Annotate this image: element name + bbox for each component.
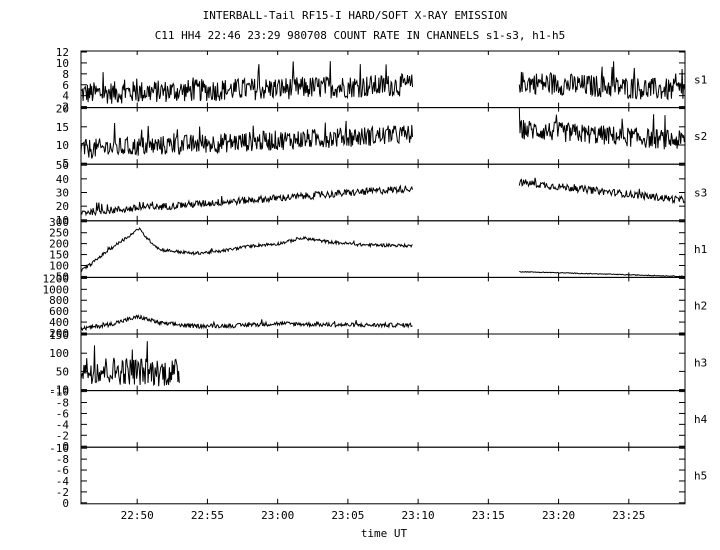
y-tick-label-h3: -10	[49, 384, 69, 397]
y-tick-label-h5: -6	[56, 464, 69, 477]
y-tick-label-h1: 150	[49, 249, 69, 262]
y-tick-label-h4: -10	[49, 386, 69, 399]
series-trace-s1-2	[518, 61, 686, 101]
series-trace-h3-1	[80, 341, 180, 387]
y-tick-label-h2: 400	[49, 316, 69, 329]
y-tick-label-h1: 300	[49, 216, 69, 229]
panel-h3: -10 50 100 150 h3	[49, 329, 707, 397]
y-tick-label-s3: 30	[56, 187, 69, 200]
x-tick-label: 23:20	[542, 509, 575, 522]
series-trace-s2-1	[80, 120, 413, 159]
y-tick-label-h2: 800	[49, 294, 69, 307]
y-tick-label-h2: 1000	[43, 283, 70, 296]
x-tick-label: 23:00	[261, 509, 294, 522]
y-tick-label-h5: -8	[56, 453, 69, 466]
y-tick-label-s2: 5	[62, 157, 69, 170]
y-tick-label-h2: 1200	[43, 272, 70, 285]
y-tick-label-h5: 0	[62, 497, 69, 510]
y-tick-label-h3: 100	[49, 347, 69, 360]
x-tick-label: 23:15	[472, 509, 505, 522]
y-tick-label-s2: 15	[56, 121, 69, 134]
y-tick-label-h3: 150	[49, 329, 69, 342]
y-tick-label-h4: -8	[56, 397, 69, 410]
x-tick-label: 23:25	[612, 509, 645, 522]
y-tick-label-s1: 10	[56, 57, 69, 70]
x-tick-label: 23:05	[331, 509, 364, 522]
y-tick-label-s1: 4	[62, 90, 69, 103]
y-tick-label-h2: 200	[49, 327, 69, 340]
y-tick-label-h5: -2	[56, 486, 69, 499]
channel-label-s3: s3	[694, 187, 707, 200]
channel-label-h1: h1	[694, 243, 707, 256]
series-trace-h1-1	[80, 227, 413, 273]
channel-label-s2: s2	[694, 130, 707, 143]
y-tick-label-h4: 0	[62, 440, 69, 453]
y-tick-label-h4: -4	[56, 418, 70, 431]
panel-s2: 5 10 15 20 s2	[56, 103, 708, 171]
y-tick-label-s3: 40	[56, 173, 69, 186]
x-axis: 22:50 22:55 23:00 23:05 23:10 23:15 23:20 23:25	[121, 509, 646, 522]
x-tick-label: 22:55	[191, 509, 224, 522]
y-tick-label-s3: 10	[56, 214, 69, 227]
series-trace-s3-1	[80, 184, 413, 217]
y-tick-label-h2: 600	[49, 305, 69, 318]
y-tick-label-s3: 20	[56, 200, 69, 213]
panel-stack: 24681012s15101520s21020304050s3501001502…	[43, 46, 708, 510]
series-trace-s3-2	[518, 177, 686, 205]
y-tick-label-h1: 250	[49, 227, 69, 240]
channel-label-h3: h3	[694, 356, 707, 369]
panel-frame-h2	[80, 276, 686, 335]
y-tick-label-h4: -6	[56, 407, 69, 420]
y-tick-label-s1: 6	[62, 79, 69, 92]
x-tick-label: 23:10	[402, 509, 435, 522]
panel-frame-h5	[80, 446, 686, 505]
channel-label-h4: h4	[694, 413, 708, 426]
x-tick-label: 22:50	[121, 509, 154, 522]
x-axis-label: time UT	[361, 527, 408, 540]
panel-frame-h1	[80, 220, 686, 278]
y-tick-label-h5: -4	[56, 475, 70, 488]
panel-frame-h3	[80, 333, 686, 392]
panel-frame-h4	[80, 390, 686, 448]
y-tick-label-h5: -10	[49, 442, 69, 455]
y-tick-label-s1: 2	[62, 101, 69, 114]
y-tick-label-s2: 20	[56, 103, 69, 116]
channel-label-h2: h2	[694, 300, 707, 313]
y-tick-label-h1: 50	[56, 270, 69, 283]
channel-label-s1: s1	[694, 73, 707, 86]
series-trace-h1-2	[519, 270, 686, 278]
series-trace-s1-1	[80, 61, 413, 104]
chart-subtitle: C11 HH4 22:46 23:29 980708 COUNT RATE IN…	[155, 29, 566, 42]
channel-label-h5: h5	[694, 470, 707, 483]
y-tick-label-s2: 10	[56, 139, 69, 152]
y-tick-label-h1: 100	[49, 259, 69, 272]
y-tick-label-h1: 200	[49, 238, 69, 251]
y-tick-label-s1: 12	[56, 46, 69, 59]
y-tick-label-s3: 50	[56, 159, 69, 172]
y-tick-label-s1: 8	[62, 68, 69, 81]
chart-title: INTERBALL-Tail RF15-I HARD/SOFT X-RAY EM…	[203, 9, 508, 22]
series-trace-s2-2	[518, 107, 686, 150]
y-tick-label-h3: 50	[56, 365, 69, 378]
y-tick-label-h4: -2	[56, 429, 69, 442]
series-trace-h2-1	[80, 314, 413, 332]
